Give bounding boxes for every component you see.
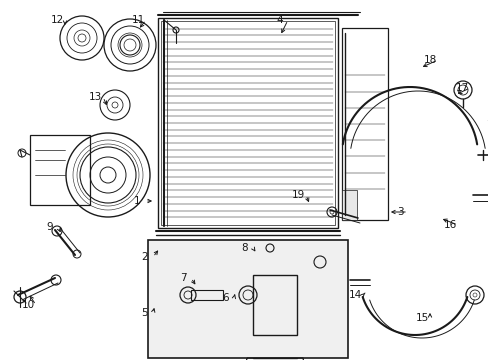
Text: 2: 2 bbox=[142, 252, 148, 262]
Text: 13: 13 bbox=[88, 92, 102, 102]
Text: 5: 5 bbox=[142, 308, 148, 318]
Text: 12: 12 bbox=[50, 15, 63, 25]
Text: 16: 16 bbox=[443, 220, 456, 230]
Text: 4: 4 bbox=[276, 15, 283, 25]
Text: 14: 14 bbox=[347, 290, 361, 300]
Text: 3: 3 bbox=[396, 207, 403, 217]
Text: 18: 18 bbox=[423, 55, 436, 65]
Text: 17: 17 bbox=[454, 83, 468, 93]
Text: 19: 19 bbox=[291, 190, 304, 200]
Text: 6: 6 bbox=[222, 293, 229, 303]
Text: 7: 7 bbox=[179, 273, 186, 283]
Text: 11: 11 bbox=[131, 15, 144, 25]
Polygon shape bbox=[148, 240, 347, 358]
Text: 8: 8 bbox=[241, 243, 248, 253]
Text: 10: 10 bbox=[21, 300, 35, 310]
Text: 15: 15 bbox=[414, 313, 428, 323]
Polygon shape bbox=[341, 190, 356, 220]
Text: 9: 9 bbox=[46, 222, 53, 232]
Text: 1: 1 bbox=[133, 196, 140, 206]
